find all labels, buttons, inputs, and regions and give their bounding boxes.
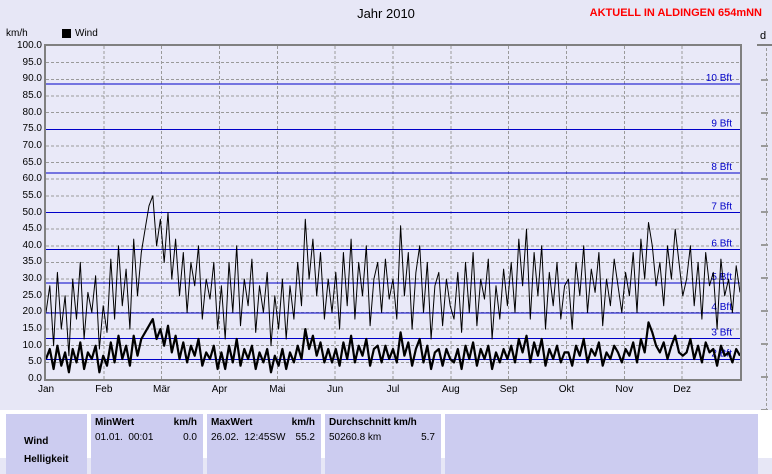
y-tick-label: 5.0 [28, 356, 42, 368]
x-tick-label-month: Apr [211, 384, 228, 395]
sensor-row-label: Wind [24, 436, 49, 447]
x-tick-label-month: Nov [615, 384, 634, 395]
beaufort-label: 3 Bft [711, 327, 732, 338]
y-tick-label: 40.0 [22, 239, 42, 251]
x-tick-label-month: Sep [499, 384, 518, 395]
station-status-text: AKTUELL IN ALDINGEN 654mNN [589, 7, 762, 19]
plot-svg: 2 Bft 3 Bft 4 Bft 5 Bft 6 Bft 7 Bft 8 Bft 9 Bft… [46, 46, 740, 379]
min-header: MinWert [95, 417, 135, 428]
min-datetime: 01.01. 00:01 [95, 432, 154, 443]
stats-cell-sensor: Wind Helligkeit [6, 414, 87, 474]
max-value: 55.2 [295, 432, 315, 443]
stats-cell-empty [445, 414, 758, 474]
y-tick-label: 75.0 [22, 123, 42, 135]
y-tick-label: 30.0 [22, 273, 42, 285]
legend-label: Wind [75, 28, 98, 39]
y-axis-unit-label: km/h [6, 28, 28, 39]
y-tick-label: 100.0 [16, 40, 42, 51]
series-wind-average [46, 318, 740, 374]
y-tick-label: 10.0 [22, 339, 42, 351]
page-title: Jahr 2010 [357, 6, 415, 21]
y-tick-label: 45.0 [22, 223, 42, 235]
stats-cell-maxwert: MaxWert km/h 26.02. 12:45 SW 55.2 [207, 414, 321, 474]
weather-year-page: { "page": { "title": "Jahr 2010", "statu… [0, 6, 772, 474]
y-tick-label: 60.0 [22, 173, 42, 185]
x-tick-label-month: Mär [153, 384, 171, 395]
y-tick-label: 0.0 [28, 373, 42, 384]
stats-table: Wind Helligkeit MinWert km/h 01.01. 00:0… [0, 410, 772, 474]
beaufort-label: 9 Bft [711, 119, 732, 130]
avg-distance: 50260.8 km [329, 432, 382, 443]
beaufort-label: 4 Bft [711, 302, 732, 313]
x-tick-label-month: Dez [673, 384, 692, 395]
max-header: MaxWert [211, 417, 253, 428]
next-sensor-row-label: Helligkeit [24, 454, 69, 465]
min-value: 0.0 [183, 432, 197, 443]
adjacent-chart-ticks [761, 48, 768, 456]
y-tick-label: 90.0 [22, 73, 42, 85]
y-tick-label: 20.0 [22, 306, 42, 318]
wind-year-chart: 2 Bft 3 Bft 4 Bft 5 Bft 6 Bft 7 Bft 8 Bft 9 Bft… [44, 44, 742, 381]
y-tick-label: 65.0 [22, 156, 42, 168]
x-tick-label-month: Okt [558, 384, 575, 395]
adjacent-chart-frame [757, 44, 772, 46]
y-tick-label: 15.0 [22, 323, 42, 335]
max-wind-direction: SW [269, 432, 286, 443]
beaufort-label: 5 Bft [711, 272, 732, 283]
series-wind-peak [46, 195, 740, 357]
beaufort-label: 2 Bft [711, 349, 732, 360]
stats-cell-minwert: MinWert km/h 01.01. 00:01 0.0 [91, 414, 203, 474]
x-tick-label-month: Jan [37, 384, 55, 395]
x-tick-label-month: Mai [269, 384, 286, 395]
beaufort-label: 6 Bft [711, 238, 732, 249]
min-unit: km/h [173, 417, 197, 428]
x-tick-label-month: Jun [327, 384, 344, 395]
beaufort-label: 10 Bft [706, 73, 732, 84]
beaufort-label: 8 Bft [711, 162, 732, 173]
y-tick-label: 85.0 [22, 89, 42, 101]
max-datetime: 26.02. 12:45 [211, 432, 270, 443]
y-tick-label: 80.0 [22, 106, 42, 118]
adjacent-chart-label: d [760, 30, 767, 42]
y-tick-label: 25.0 [22, 289, 42, 301]
y-tick-label: 35.0 [22, 256, 42, 268]
x-tick-label-month: Jul [386, 384, 400, 395]
x-tick-label-month: Aug [441, 384, 460, 395]
chart-legend: Wind [62, 28, 98, 39]
legend-swatch-icon [62, 29, 71, 38]
y-tick-label: 50.0 [22, 206, 42, 218]
y-tick-label: 95.0 [22, 56, 42, 68]
beaufort-label: 7 Bft [711, 202, 732, 213]
stats-cell-durchschnitt: Durchschnitt km/h 50260.8 km 5.7 [325, 414, 441, 474]
adjacent-chart-axis [766, 48, 767, 456]
avg-value: 5.7 [421, 432, 435, 443]
max-unit: km/h [291, 417, 315, 428]
x-tick-label-month: Feb [95, 384, 113, 395]
avg-header: Durchschnitt km/h [329, 417, 417, 428]
y-tick-label: 70.0 [22, 139, 42, 151]
y-tick-label: 55.0 [22, 189, 42, 201]
